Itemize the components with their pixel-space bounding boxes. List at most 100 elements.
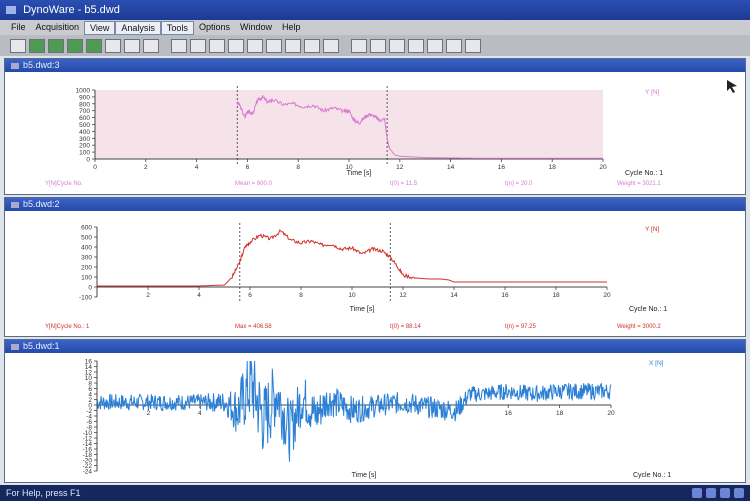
toolbar-button[interactable] [304, 38, 320, 53]
channel-label: Y [N] [645, 226, 660, 233]
title-bar: DynoWare - b5.dwd [0, 0, 750, 20]
toolbar-button[interactable] [171, 38, 187, 53]
channel-window-title-text: b5.dwd:2 [23, 199, 60, 209]
tray-icon[interactable] [720, 488, 730, 498]
toolbar-button[interactable] [190, 38, 206, 53]
toolbar-button[interactable] [427, 38, 443, 53]
y-tick-label: 600 [81, 225, 92, 232]
y-tick-label: -4 [86, 414, 92, 421]
toolbar-button[interactable] [67, 38, 83, 53]
tray-icon[interactable] [692, 488, 702, 498]
toolbar-button[interactable] [285, 38, 301, 53]
x-tick-label: 4 [198, 410, 202, 417]
y-tick-label: -16 [83, 447, 93, 454]
stats-label: Max = 406.58 [235, 324, 272, 330]
channel-window-2[interactable]: b5.dwd:2 -100 0 100 200 300 400 500 600 2 4 6 8 10 12… [4, 197, 746, 337]
x-tick-label: 16 [501, 292, 509, 299]
x-tick-label: 20 [599, 164, 607, 171]
y-tick-label: 16 [85, 359, 93, 366]
tray-icon[interactable] [706, 488, 716, 498]
toolbar-button[interactable] [143, 38, 159, 53]
x-tick-label: 18 [549, 164, 557, 171]
y-tick-label: 1000 [76, 88, 91, 95]
channel-window-title[interactable]: b5.dwd:3 [5, 59, 745, 72]
x-tick-label: 6 [248, 292, 252, 299]
menu-tools[interactable]: Tools [160, 21, 194, 35]
toolbar-button[interactable] [323, 38, 339, 53]
y-tick-label: -2 [86, 408, 92, 415]
y-tick-label: 200 [79, 143, 90, 150]
y-tick-label: 4 [88, 392, 92, 399]
x-tick-label: 8 [296, 164, 300, 171]
toolbar-button[interactable] [266, 38, 282, 53]
toolbar-button[interactable] [29, 38, 45, 53]
menu-window[interactable]: Window [239, 22, 272, 32]
x-tick-label: 14 [447, 164, 455, 171]
stats-label: Weight = 3000.2 [617, 324, 661, 330]
y-tick-label: 400 [81, 245, 92, 252]
toolbar [0, 35, 750, 56]
toolbar-button[interactable] [408, 38, 424, 53]
x-tick-label: 20 [607, 410, 615, 417]
x-axis-title: Time [s] [350, 306, 375, 313]
y-tick-label: 0 [88, 403, 92, 410]
channel-window-title[interactable]: b5.dwd:2 [5, 198, 745, 211]
cursor-arrow-shape [727, 80, 737, 93]
y-tick-label: -6 [86, 419, 92, 426]
force-chart-2[interactable]: -100 0 100 200 300 400 500 600 2 4 6 8 10 12 14 16 18 20 Y… [5, 211, 745, 336]
x-tick-label: 0 [93, 164, 97, 171]
y-tick-label: 700 [79, 108, 90, 115]
force-chart-1[interactable]: -24-22-20-18-16-14-12-10-8-6-4-202468101… [5, 353, 745, 482]
tray-icon[interactable] [734, 488, 744, 498]
y-tick-label: 0 [86, 157, 90, 164]
toolbar-button[interactable] [10, 38, 26, 53]
cursor-arrow-icon [727, 80, 737, 93]
toolbar-button[interactable] [389, 38, 405, 53]
toolbar-button[interactable] [446, 38, 462, 53]
y-tick-label: 12 [85, 370, 93, 377]
menu-help[interactable]: Help [281, 22, 301, 32]
toolbar-button[interactable] [209, 38, 225, 53]
x-tick-label: 20 [603, 292, 611, 299]
data-series-line [97, 228, 607, 287]
toolbar-button[interactable] [86, 38, 102, 53]
y-tick-label: 500 [79, 122, 90, 129]
window-icon [11, 343, 19, 350]
menu-analysis[interactable]: Analysis [115, 21, 161, 35]
y-tick-label: -24 [83, 469, 93, 476]
menu-file[interactable]: File [11, 22, 26, 32]
y-tick-label: 300 [79, 136, 90, 143]
toolbar-button[interactable] [124, 38, 140, 53]
x-tick-label: 14 [450, 292, 458, 299]
y-tick-label: -100 [79, 295, 92, 302]
plot-shaded-area [95, 90, 603, 159]
toolbar-button[interactable] [48, 38, 64, 53]
data-series-line [96, 360, 612, 462]
x-tick-label: 2 [146, 292, 150, 299]
menu-acquisition[interactable]: Acquisition [35, 22, 80, 32]
x-tick-label: 10 [348, 292, 356, 299]
toolbar-button[interactable] [351, 38, 367, 53]
toolbar-button[interactable] [370, 38, 386, 53]
toolbar-button[interactable] [465, 38, 481, 53]
stats-label: Weight = 3021.1 [617, 181, 661, 187]
x-tick-label: 18 [556, 410, 564, 417]
menu-view[interactable]: View [84, 21, 116, 35]
channel-label: Y [N] [645, 89, 660, 96]
toolbar-button[interactable] [228, 38, 244, 53]
channel-window-title[interactable]: b5.dwd:1 [5, 340, 745, 353]
menu-bar: File Acquisition View Analysis Tools Opt… [0, 20, 750, 35]
channel-window-title-text: b5.dwd:3 [23, 60, 60, 70]
window-icon [11, 62, 19, 69]
channel-window-1[interactable]: b5.dwd:1 -24 -22 -20 -18 -16 -14 -12 -10 -8 -6 -4-… [4, 339, 746, 483]
toolbar-button[interactable] [105, 38, 121, 53]
y-tick-label: 800 [79, 101, 90, 108]
y-tick-label: -12 [83, 436, 93, 443]
x-tick-label: 18 [552, 292, 560, 299]
menu-options[interactable]: Options [198, 22, 230, 32]
y-tick-label: 2 [88, 397, 92, 404]
x-tick-label: 10 [345, 164, 353, 171]
toolbar-button[interactable] [247, 38, 263, 53]
channel-window-3[interactable]: b5.dwd:3 0 100 200 300 400 500 600 700 800 900 100… [4, 58, 746, 195]
